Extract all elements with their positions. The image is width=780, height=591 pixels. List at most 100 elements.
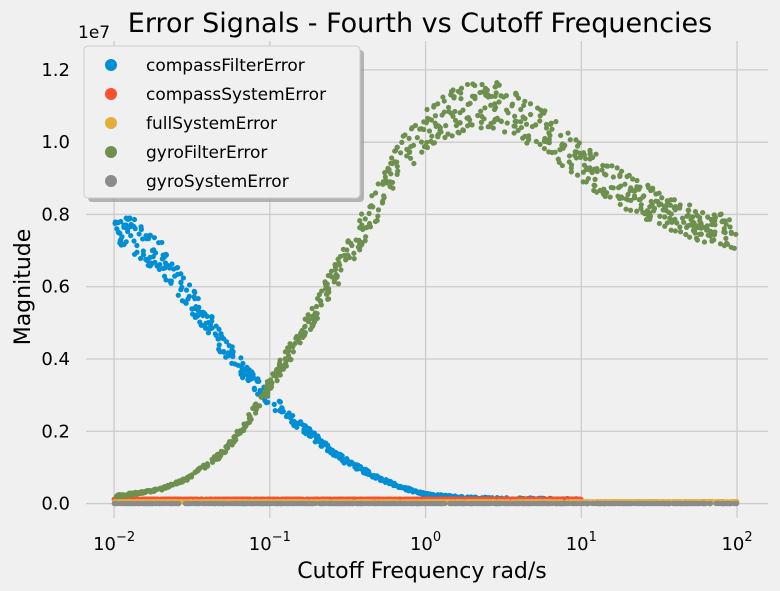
legend-marker [105, 175, 117, 187]
data-point [314, 310, 320, 317]
data-point [623, 206, 629, 212]
data-point [581, 162, 587, 168]
data-point [546, 130, 552, 136]
data-point [557, 147, 563, 153]
data-point [164, 500, 170, 507]
data-point [668, 227, 674, 233]
data-point [649, 202, 655, 209]
data-point [394, 144, 400, 150]
data-point [407, 155, 414, 161]
data-point [685, 223, 691, 229]
data-point [160, 484, 166, 491]
data-point [591, 182, 597, 188]
data-point [456, 500, 462, 507]
data-point [265, 500, 271, 507]
data-point [615, 185, 622, 191]
data-point [193, 304, 199, 310]
data-point [290, 349, 296, 355]
data-point [653, 191, 659, 197]
data-point [677, 202, 683, 208]
data-point [611, 500, 617, 507]
data-point [232, 436, 239, 442]
data-point [627, 500, 633, 507]
data-point [633, 500, 639, 507]
data-point [143, 256, 149, 262]
data-point [150, 254, 156, 260]
data-point [332, 264, 339, 270]
data-point [687, 234, 693, 240]
data-point [674, 220, 680, 226]
data-point [380, 500, 386, 507]
data-point [360, 226, 366, 232]
data-point [175, 292, 181, 298]
data-point [455, 129, 461, 135]
data-point [472, 82, 478, 89]
data-point [374, 473, 380, 479]
series-gyroSystemError [111, 500, 740, 507]
data-point [628, 197, 634, 203]
data-point [351, 256, 357, 262]
data-point [374, 217, 380, 224]
data-point [504, 120, 510, 126]
data-point [137, 500, 143, 507]
data-point [720, 500, 726, 507]
data-point [697, 218, 703, 224]
data-point [202, 465, 208, 471]
data-point [527, 101, 534, 107]
data-point [130, 500, 136, 507]
y-tick-label: 0.2 [41, 421, 70, 442]
data-point [732, 500, 738, 507]
data-point [627, 187, 633, 194]
data-point [565, 130, 571, 136]
data-point [712, 222, 718, 228]
data-point [351, 250, 357, 256]
data-point [496, 82, 502, 88]
data-point [630, 176, 636, 182]
data-point [269, 380, 275, 386]
data-point [520, 135, 526, 141]
data-point [610, 185, 616, 191]
data-point [432, 113, 439, 119]
data-point [171, 266, 177, 272]
data-point [168, 482, 174, 488]
data-point [388, 171, 394, 177]
data-point [184, 474, 191, 480]
data-point [410, 142, 417, 148]
data-point [421, 126, 427, 133]
data-point [617, 172, 623, 178]
data-point [426, 500, 432, 507]
data-point [549, 126, 555, 132]
data-point [537, 113, 543, 119]
data-point [527, 111, 534, 118]
data-point [493, 90, 499, 96]
data-point [465, 115, 471, 121]
data-point [303, 428, 310, 435]
data-point [159, 239, 165, 246]
data-point [205, 330, 212, 336]
data-point [258, 394, 264, 400]
data-point [362, 238, 368, 244]
data-point [649, 186, 655, 192]
data-point [241, 500, 248, 507]
data-point [392, 159, 398, 165]
data-point [200, 500, 206, 507]
data-point [137, 255, 144, 262]
data-point [525, 133, 532, 139]
data-point [209, 314, 215, 321]
data-point [385, 500, 392, 507]
data-point [599, 167, 605, 173]
data-point [277, 357, 283, 363]
data-point [399, 500, 405, 507]
data-point [140, 490, 146, 496]
data-point [225, 350, 231, 356]
data-point [559, 142, 565, 148]
y-tick-label: 1.0 [41, 132, 70, 153]
data-point [448, 500, 454, 507]
data-point [662, 214, 668, 220]
data-point [546, 149, 552, 155]
data-point [445, 131, 451, 137]
data-point [655, 198, 661, 205]
data-point [121, 222, 127, 228]
y-tick-label: 0.4 [41, 349, 70, 370]
data-point [518, 106, 524, 113]
